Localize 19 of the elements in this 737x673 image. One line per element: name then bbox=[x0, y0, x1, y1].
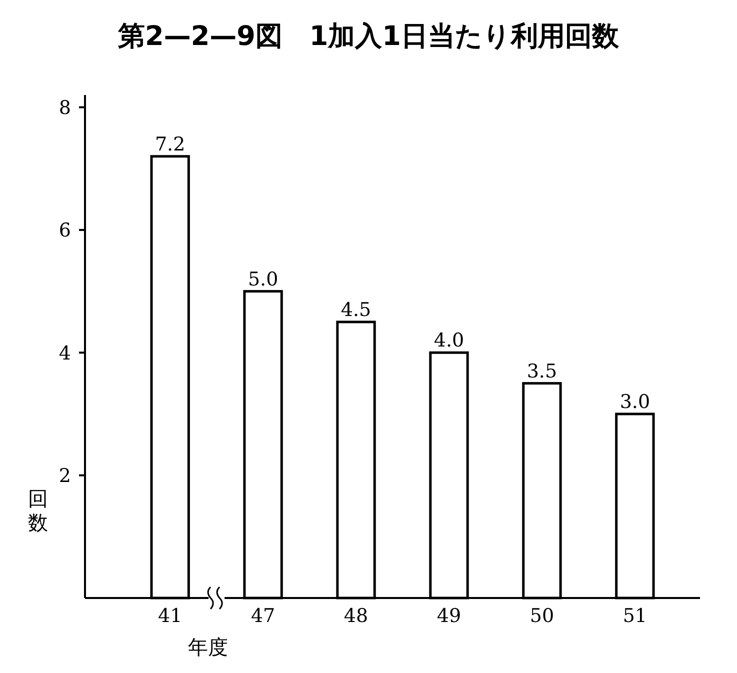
x-tick-label: 41 bbox=[158, 605, 182, 627]
y-tick-label: 6 bbox=[58, 220, 71, 242]
y-axis-title: 回数 bbox=[28, 486, 48, 534]
data-label: 3.5 bbox=[526, 360, 558, 382]
x-tick-label: 47 bbox=[250, 605, 276, 627]
chart-title: 第2—2—9図 1加入1日当たり利用回数 bbox=[117, 21, 620, 52]
x-tick-label: 51 bbox=[622, 605, 648, 627]
data-label: 4.0 bbox=[434, 330, 464, 352]
y-tick-label: 2 bbox=[58, 464, 71, 487]
y-tick-label: 4 bbox=[58, 342, 71, 364]
y-tick-label: 8 bbox=[58, 96, 71, 119]
x-axis-title: 年度 bbox=[188, 635, 228, 659]
x-tick-label: 48 bbox=[344, 605, 368, 627]
data-label: 7.2 bbox=[154, 133, 186, 156]
data-label: 3.0 bbox=[620, 390, 650, 413]
data-label: 5.0 bbox=[248, 268, 278, 290]
data-label: 4.5 bbox=[340, 298, 372, 321]
x-tick-label: 49 bbox=[436, 605, 462, 627]
x-tick-label: 50 bbox=[530, 605, 554, 627]
